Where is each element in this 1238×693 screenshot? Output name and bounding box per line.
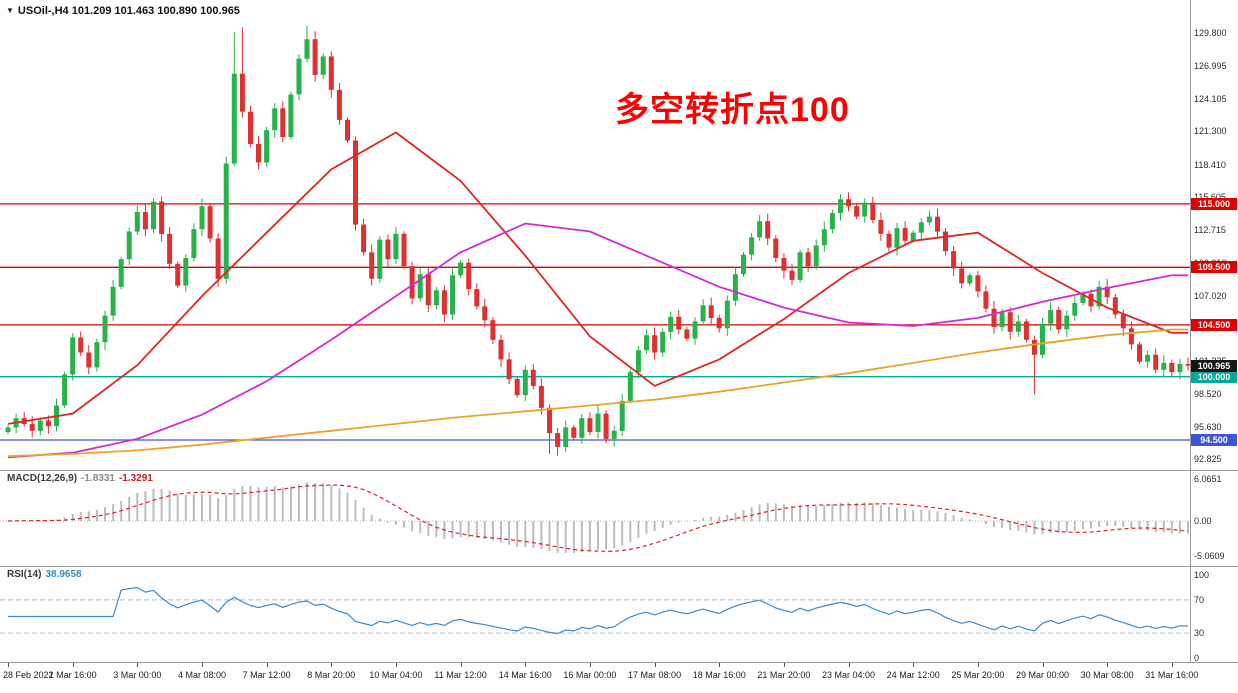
price-tag: 100.000	[1191, 370, 1237, 383]
moving-average-lines	[7, 131, 1188, 459]
axis-tick-label: 6.0651	[1194, 473, 1222, 484]
time-tick-label: 17 Mar 08:00	[628, 670, 682, 680]
rsi-line	[8, 586, 1189, 635]
time-tick	[848, 663, 850, 667]
price-tag: 115.000	[1191, 197, 1237, 210]
price-tag: 100.965	[1191, 359, 1237, 372]
time-tick	[525, 663, 527, 667]
axis-tick-label: 0.00	[1194, 515, 1212, 526]
axis-tick-label: 100	[1194, 569, 1210, 580]
price-tag: 94.500	[1191, 434, 1237, 447]
horizontal-level-lines[interactable]	[0, 203, 1190, 441]
time-tick-label: 28 Feb 2022	[3, 670, 54, 680]
time-tick-label: 23 Mar 04:00	[822, 670, 876, 680]
price-tag: 104.500	[1191, 318, 1237, 331]
time-tick	[719, 663, 721, 667]
price-tag: 109.500	[1191, 261, 1237, 274]
macd-name: MACD(12,26,9)	[7, 473, 78, 484]
axis-tick-label: 121.300	[1194, 126, 1227, 137]
time-tick	[654, 663, 656, 667]
price-scale-separator	[1190, 0, 1191, 662]
axis-tick-label: 98.520	[1194, 388, 1222, 399]
axis-tick-label: 118.410	[1194, 159, 1226, 170]
time-tick-label: 18 Mar 16:00	[692, 670, 746, 680]
time-tick	[201, 663, 203, 667]
axis-tick-label: 115.605	[1194, 192, 1226, 202]
time-tick	[913, 663, 915, 667]
time-tick-label: 14 Mar 16:00	[498, 670, 552, 680]
axis-tick-label: 129.800	[1194, 28, 1227, 39]
time-axis-separator	[0, 662, 1238, 663]
axis-tick-label: 124.105	[1194, 94, 1227, 104]
time-tick	[331, 663, 333, 667]
time-tick	[460, 663, 462, 667]
panel-separator-macd[interactable]	[0, 470, 1238, 471]
macd-indicator-label: MACD(12,26,9) -1.8331 -1.3291	[7, 473, 157, 484]
time-tick	[137, 663, 139, 667]
time-tick	[1171, 663, 1173, 667]
time-tick-label: 3 Mar 00:00	[113, 670, 162, 680]
time-tick	[395, 663, 397, 667]
time-tick-label: 24 Mar 12:00	[886, 670, 940, 680]
time-tick-label: 31 Mar 16:00	[1145, 670, 1199, 680]
time-tick-label: 30 Mar 08:00	[1080, 670, 1134, 680]
time-scale[interactable]: 28 Feb 2022 1 Mar 16:00 3 Mar 00:00 4 Mar 0…	[0, 663, 1238, 693]
panel-separator-rsi[interactable]	[0, 566, 1238, 567]
time-tick-label: 16 Mar 00:00	[563, 670, 617, 680]
time-tick	[1042, 663, 1044, 667]
symbol-info-bar: ▼ USOil-,H4 101.209 101.463 100.890 100.9…	[6, 5, 240, 17]
time-tick-label: 7 Mar 12:00	[242, 670, 291, 680]
time-tick-label: 10 Mar 04:00	[369, 670, 423, 680]
symbol-ohlc-readout: USOil-,H4 101.209 101.463 100.890 100.96…	[17, 5, 240, 17]
axis-tick-label: 0	[1194, 653, 1200, 663]
time-tick	[266, 663, 268, 667]
macd-main-value: -1.8331	[81, 473, 115, 484]
rsi-name: RSI(14)	[7, 569, 42, 580]
time-tick-label: 25 Mar 20:00	[951, 670, 1005, 680]
price-scale[interactable]: 129.800 126.995 124.105 121.300 118.410 115.6…	[1191, 0, 1238, 663]
rsi-indicator-label: RSI(14) 38.9658	[7, 569, 86, 580]
collapse-triangle-icon[interactable]: ▼	[6, 6, 14, 15]
time-tick-label: 21 Mar 20:00	[757, 670, 811, 680]
macd-signal-line	[7, 484, 1189, 552]
macd-signal-value: -1.3291	[118, 473, 153, 484]
time-tick	[783, 663, 785, 667]
time-tick-label: 29 Mar 00:00	[1015, 670, 1070, 680]
time-tick-label: 4 Mar 08:00	[177, 670, 226, 680]
time-tick	[72, 663, 74, 667]
axis-tick-label: 95.630	[1194, 422, 1222, 433]
axis-tick-label: 112.715	[1194, 225, 1226, 236]
axis-tick-label: 92.825	[1194, 454, 1222, 465]
axis-tick-label: 126.995	[1194, 60, 1227, 71]
time-tick	[977, 663, 979, 667]
time-tick	[1107, 663, 1109, 667]
macd-histogram	[15, 482, 1189, 554]
chart-annotation-text: 多空转折点100	[615, 91, 850, 129]
axis-tick-label: 30	[1194, 628, 1205, 639]
axis-tick-label: 107.020	[1194, 290, 1227, 301]
chart-canvas[interactable]	[0, 0, 1190, 662]
time-tick	[589, 663, 591, 667]
time-tick-label: 11 Mar 12:00	[434, 670, 487, 680]
time-tick-label: 8 Mar 20:00	[307, 670, 356, 680]
axis-tick-label: -5.0609	[1194, 551, 1225, 562]
time-tick-label: 1 Mar 16:00	[48, 670, 97, 680]
rsi-value: 38.9658	[45, 569, 82, 580]
axis-tick-label: 70	[1194, 594, 1205, 605]
candlesticks	[5, 25, 1190, 456]
time-tick	[8, 663, 9, 667]
